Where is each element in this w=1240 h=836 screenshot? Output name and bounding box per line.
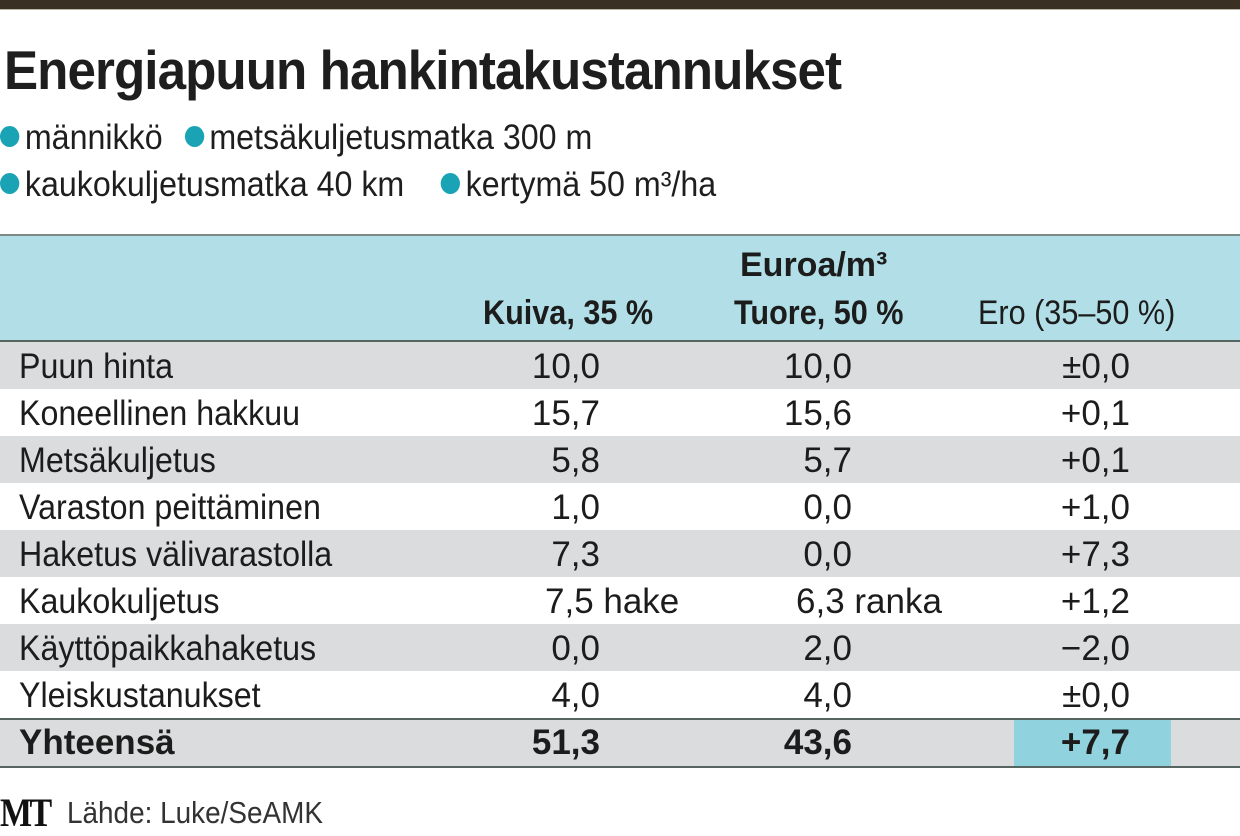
table-row: Varaston peittäminen 1,0 0,0 +1,0 (0, 483, 1240, 530)
table-row: Käyttöpaikkahaketus 0,0 2,0 −2,0 (0, 624, 1240, 671)
cell-tuore: 10,0 (783, 347, 852, 386)
total-kuiva: 51,3 (531, 723, 600, 762)
cell-tuore: 6,3 ranka (796, 582, 942, 621)
cell-ero: ±0,0 (1062, 347, 1130, 386)
mt-logo: MT (0, 790, 52, 835)
table-row: Metsäkuljetus 5,8 5,7 +0,1 (0, 436, 1240, 483)
column-header-ero: Ero (35–50 %) (978, 294, 1176, 332)
row-label: Haketus välivarastolla (19, 535, 333, 574)
row-label: Koneellinen hakkuu (19, 394, 301, 433)
cell-tuore: 4,0 (803, 676, 852, 715)
row-label: Metsäkuljetus (19, 441, 216, 480)
row-label: Kaukokuljetus (19, 582, 220, 621)
condition-item: kertymä 50 m³/ha (440, 165, 716, 204)
bullet-dot-icon (440, 173, 461, 194)
cell-tuore: 0,0 (803, 488, 852, 527)
condition-item: kaukokuljetusmatka 40 km (0, 165, 404, 204)
cell-kuiva: 10,0 (531, 347, 600, 386)
table-row: Kaukokuljetus 7,5 hake 6,3 ranka +1,2 (0, 577, 1240, 624)
cell-ero: +1,2 (1060, 582, 1130, 621)
cell-tuore: 5,7 (803, 441, 852, 480)
bullet-dot-icon (184, 126, 204, 147)
top-bar (0, 0, 1240, 10)
table-row: Koneellinen hakkuu 15,7 15,6 +0,1 (0, 389, 1240, 436)
condition-item: männikkö (0, 118, 163, 157)
cell-ero: ±0,0 (1062, 676, 1130, 715)
cell-ero: +7,3 (1060, 535, 1130, 574)
conditions-line-2: kaukokuljetusmatka 40 km kertymä 50 m³/h… (0, 165, 729, 205)
cell-kuiva: 0,0 (551, 629, 600, 668)
cell-ero: +0,1 (1060, 441, 1130, 480)
unit-label: Euroa/m³ (740, 246, 888, 284)
column-header-tuore: Tuore, 50 % (734, 294, 904, 332)
source-text: Lähde: Luke/SeAMK (66, 795, 323, 830)
table-row: Yleiskustanukset 4,0 4,0 ±0,0 (0, 671, 1240, 718)
cell-ero: −2,0 (1060, 629, 1130, 668)
row-label: Käyttöpaikkahaketus (19, 629, 317, 668)
bullet-dot-icon (0, 173, 20, 194)
column-header-kuiva: Kuiva, 35 % (483, 294, 654, 332)
cell-kuiva: 7,3 (551, 535, 600, 574)
table-header: Euroa/m³ Kuiva, 35 % Tuore, 50 % Ero (35… (0, 234, 1240, 342)
cell-tuore: 2,0 (803, 629, 852, 668)
cell-kuiva: 15,7 (531, 394, 600, 433)
cell-ero: +0,1 (1060, 394, 1130, 433)
table-row: Puun hinta 10,0 10,0 ±0,0 (0, 342, 1240, 389)
total-ero: +7,7 (1060, 723, 1130, 762)
table-row: Haketus välivarastolla 7,3 0,0 +7,3 (0, 530, 1240, 577)
condition-item: metsäkuljetusmatka 300 m (184, 118, 592, 157)
footer: MT Lähde: Luke/SeAMK (0, 789, 351, 835)
conditions-line-1: männikkö metsäkuljetusmatka 300 m (0, 118, 605, 158)
total-highlight (1014, 720, 1171, 766)
cost-table: Euroa/m³ Kuiva, 35 % Tuore, 50 % Ero (35… (0, 234, 1240, 768)
row-label: Yleiskustanukset (19, 676, 261, 715)
bullet-dot-icon (0, 126, 20, 147)
cell-tuore: 15,6 (783, 394, 852, 433)
cell-ero: +1,0 (1060, 488, 1130, 527)
total-row: Yhteensä 51,3 43,6 +7,7 (0, 718, 1240, 768)
cell-kuiva: 1,0 (551, 488, 600, 527)
cell-kuiva: 7,5 hake (545, 582, 680, 621)
row-label: Puun hinta (19, 347, 173, 386)
total-tuore: 43,6 (783, 723, 852, 762)
cell-kuiva: 5,8 (551, 441, 600, 480)
total-label: Yhteensä (19, 723, 175, 762)
row-label: Varaston peittäminen (19, 488, 321, 527)
cell-tuore: 0,0 (803, 535, 852, 574)
chart-title: Energiapuun hankintakustannukset (4, 39, 842, 101)
cell-kuiva: 4,0 (551, 676, 600, 715)
